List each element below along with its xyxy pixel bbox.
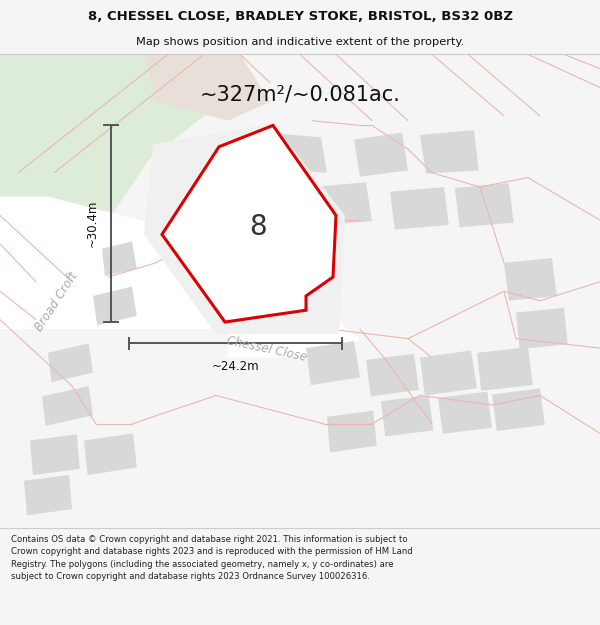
Polygon shape [438, 392, 492, 434]
Polygon shape [455, 183, 514, 228]
Polygon shape [201, 130, 273, 178]
Text: Map shows position and indicative extent of the property.: Map shows position and indicative extent… [136, 38, 464, 48]
Text: Broad Croft: Broad Croft [33, 270, 81, 334]
Polygon shape [492, 388, 545, 431]
Polygon shape [42, 386, 93, 426]
Text: 8: 8 [249, 213, 267, 241]
Text: ~327m²/~0.081ac.: ~327m²/~0.081ac. [200, 84, 400, 104]
Polygon shape [144, 54, 270, 121]
Polygon shape [381, 396, 433, 436]
Text: Contains OS data © Crown copyright and database right 2021. This information is : Contains OS data © Crown copyright and d… [11, 535, 413, 581]
Polygon shape [390, 187, 449, 229]
Text: Chessel Close: Chessel Close [226, 334, 308, 364]
Polygon shape [24, 475, 72, 516]
Polygon shape [102, 241, 137, 276]
Polygon shape [420, 351, 477, 396]
Polygon shape [237, 177, 300, 222]
Polygon shape [0, 196, 276, 329]
Polygon shape [366, 354, 419, 396]
Text: ~30.4m: ~30.4m [85, 200, 98, 248]
Text: 8, CHESSEL CLOSE, BRADLEY STOKE, BRISTOL, BS32 0BZ: 8, CHESSEL CLOSE, BRADLEY STOKE, BRISTOL… [88, 10, 512, 22]
Polygon shape [204, 272, 233, 310]
Polygon shape [93, 286, 137, 326]
Polygon shape [327, 411, 377, 452]
Polygon shape [306, 341, 360, 385]
Polygon shape [144, 123, 345, 334]
Polygon shape [504, 258, 557, 301]
Text: ~24.2m: ~24.2m [212, 359, 259, 372]
Polygon shape [477, 347, 533, 391]
Polygon shape [420, 130, 479, 174]
Polygon shape [264, 132, 327, 173]
Polygon shape [516, 308, 568, 349]
Polygon shape [48, 343, 93, 382]
Polygon shape [0, 54, 210, 220]
Polygon shape [354, 132, 408, 177]
Polygon shape [228, 282, 360, 357]
Polygon shape [30, 434, 80, 475]
Polygon shape [84, 433, 137, 475]
Polygon shape [312, 182, 372, 226]
Polygon shape [162, 126, 336, 322]
